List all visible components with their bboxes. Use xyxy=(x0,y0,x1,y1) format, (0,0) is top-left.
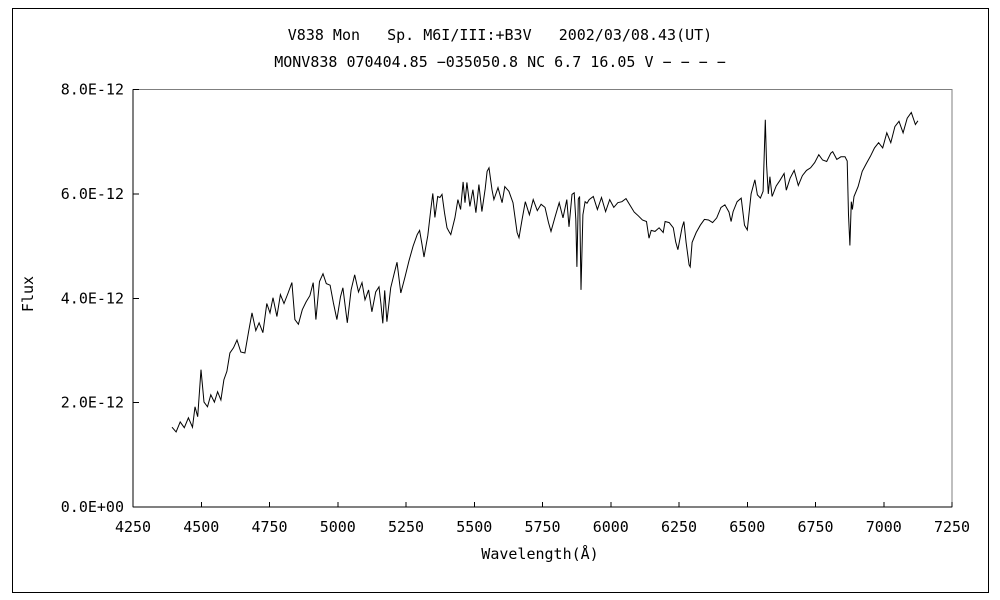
y-tick-label: 6.0E-12 xyxy=(61,185,124,203)
chart-title: V838 Mon Sp. M6I/III:+B3V 2002/03/08.43(… xyxy=(287,26,713,44)
x-tick-label: 4500 xyxy=(183,518,219,536)
x-tick-label: 7250 xyxy=(934,518,970,536)
x-tick-label: 4750 xyxy=(251,518,287,536)
y-tick-label: 0.0E+00 xyxy=(61,498,124,516)
x-tick-label: 6750 xyxy=(797,518,833,536)
x-tick-label: 4250 xyxy=(115,518,151,536)
x-tick-label: 5000 xyxy=(320,518,356,536)
x-tick-label: 5750 xyxy=(524,518,560,536)
page-border xyxy=(12,8,989,593)
spectrum-line xyxy=(171,111,919,433)
y-tick-label: 8.0E-12 xyxy=(61,81,124,99)
x-tick-label: 6000 xyxy=(593,518,629,536)
x-axis-title: Wavelength(Å) xyxy=(481,545,599,563)
x-tick-label: 6250 xyxy=(661,518,697,536)
x-tick-label: 5500 xyxy=(456,518,492,536)
x-tick-label: 5250 xyxy=(388,518,424,536)
chart-subtitle: MONV838 070404.85 −035050.8 NC 6.7 16.05… xyxy=(274,53,726,71)
y-tick-label: 4.0E-12 xyxy=(61,289,124,307)
x-tick-label: 6500 xyxy=(729,518,765,536)
y-tick-label: 2.0E-12 xyxy=(61,394,124,412)
x-tick-label: 7000 xyxy=(866,518,902,536)
plot-frame xyxy=(132,89,953,508)
